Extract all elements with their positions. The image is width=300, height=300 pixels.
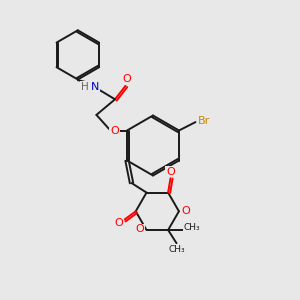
Text: O: O xyxy=(110,125,119,136)
Text: O: O xyxy=(181,206,190,216)
Text: N: N xyxy=(91,82,99,92)
Text: O: O xyxy=(123,74,131,84)
Text: H: H xyxy=(81,82,89,92)
Text: CH₃: CH₃ xyxy=(184,223,200,232)
Text: O: O xyxy=(166,167,175,177)
Text: Br: Br xyxy=(198,116,210,126)
Text: CH₃: CH₃ xyxy=(169,245,185,254)
Text: O: O xyxy=(115,218,123,228)
Text: O: O xyxy=(136,224,144,234)
